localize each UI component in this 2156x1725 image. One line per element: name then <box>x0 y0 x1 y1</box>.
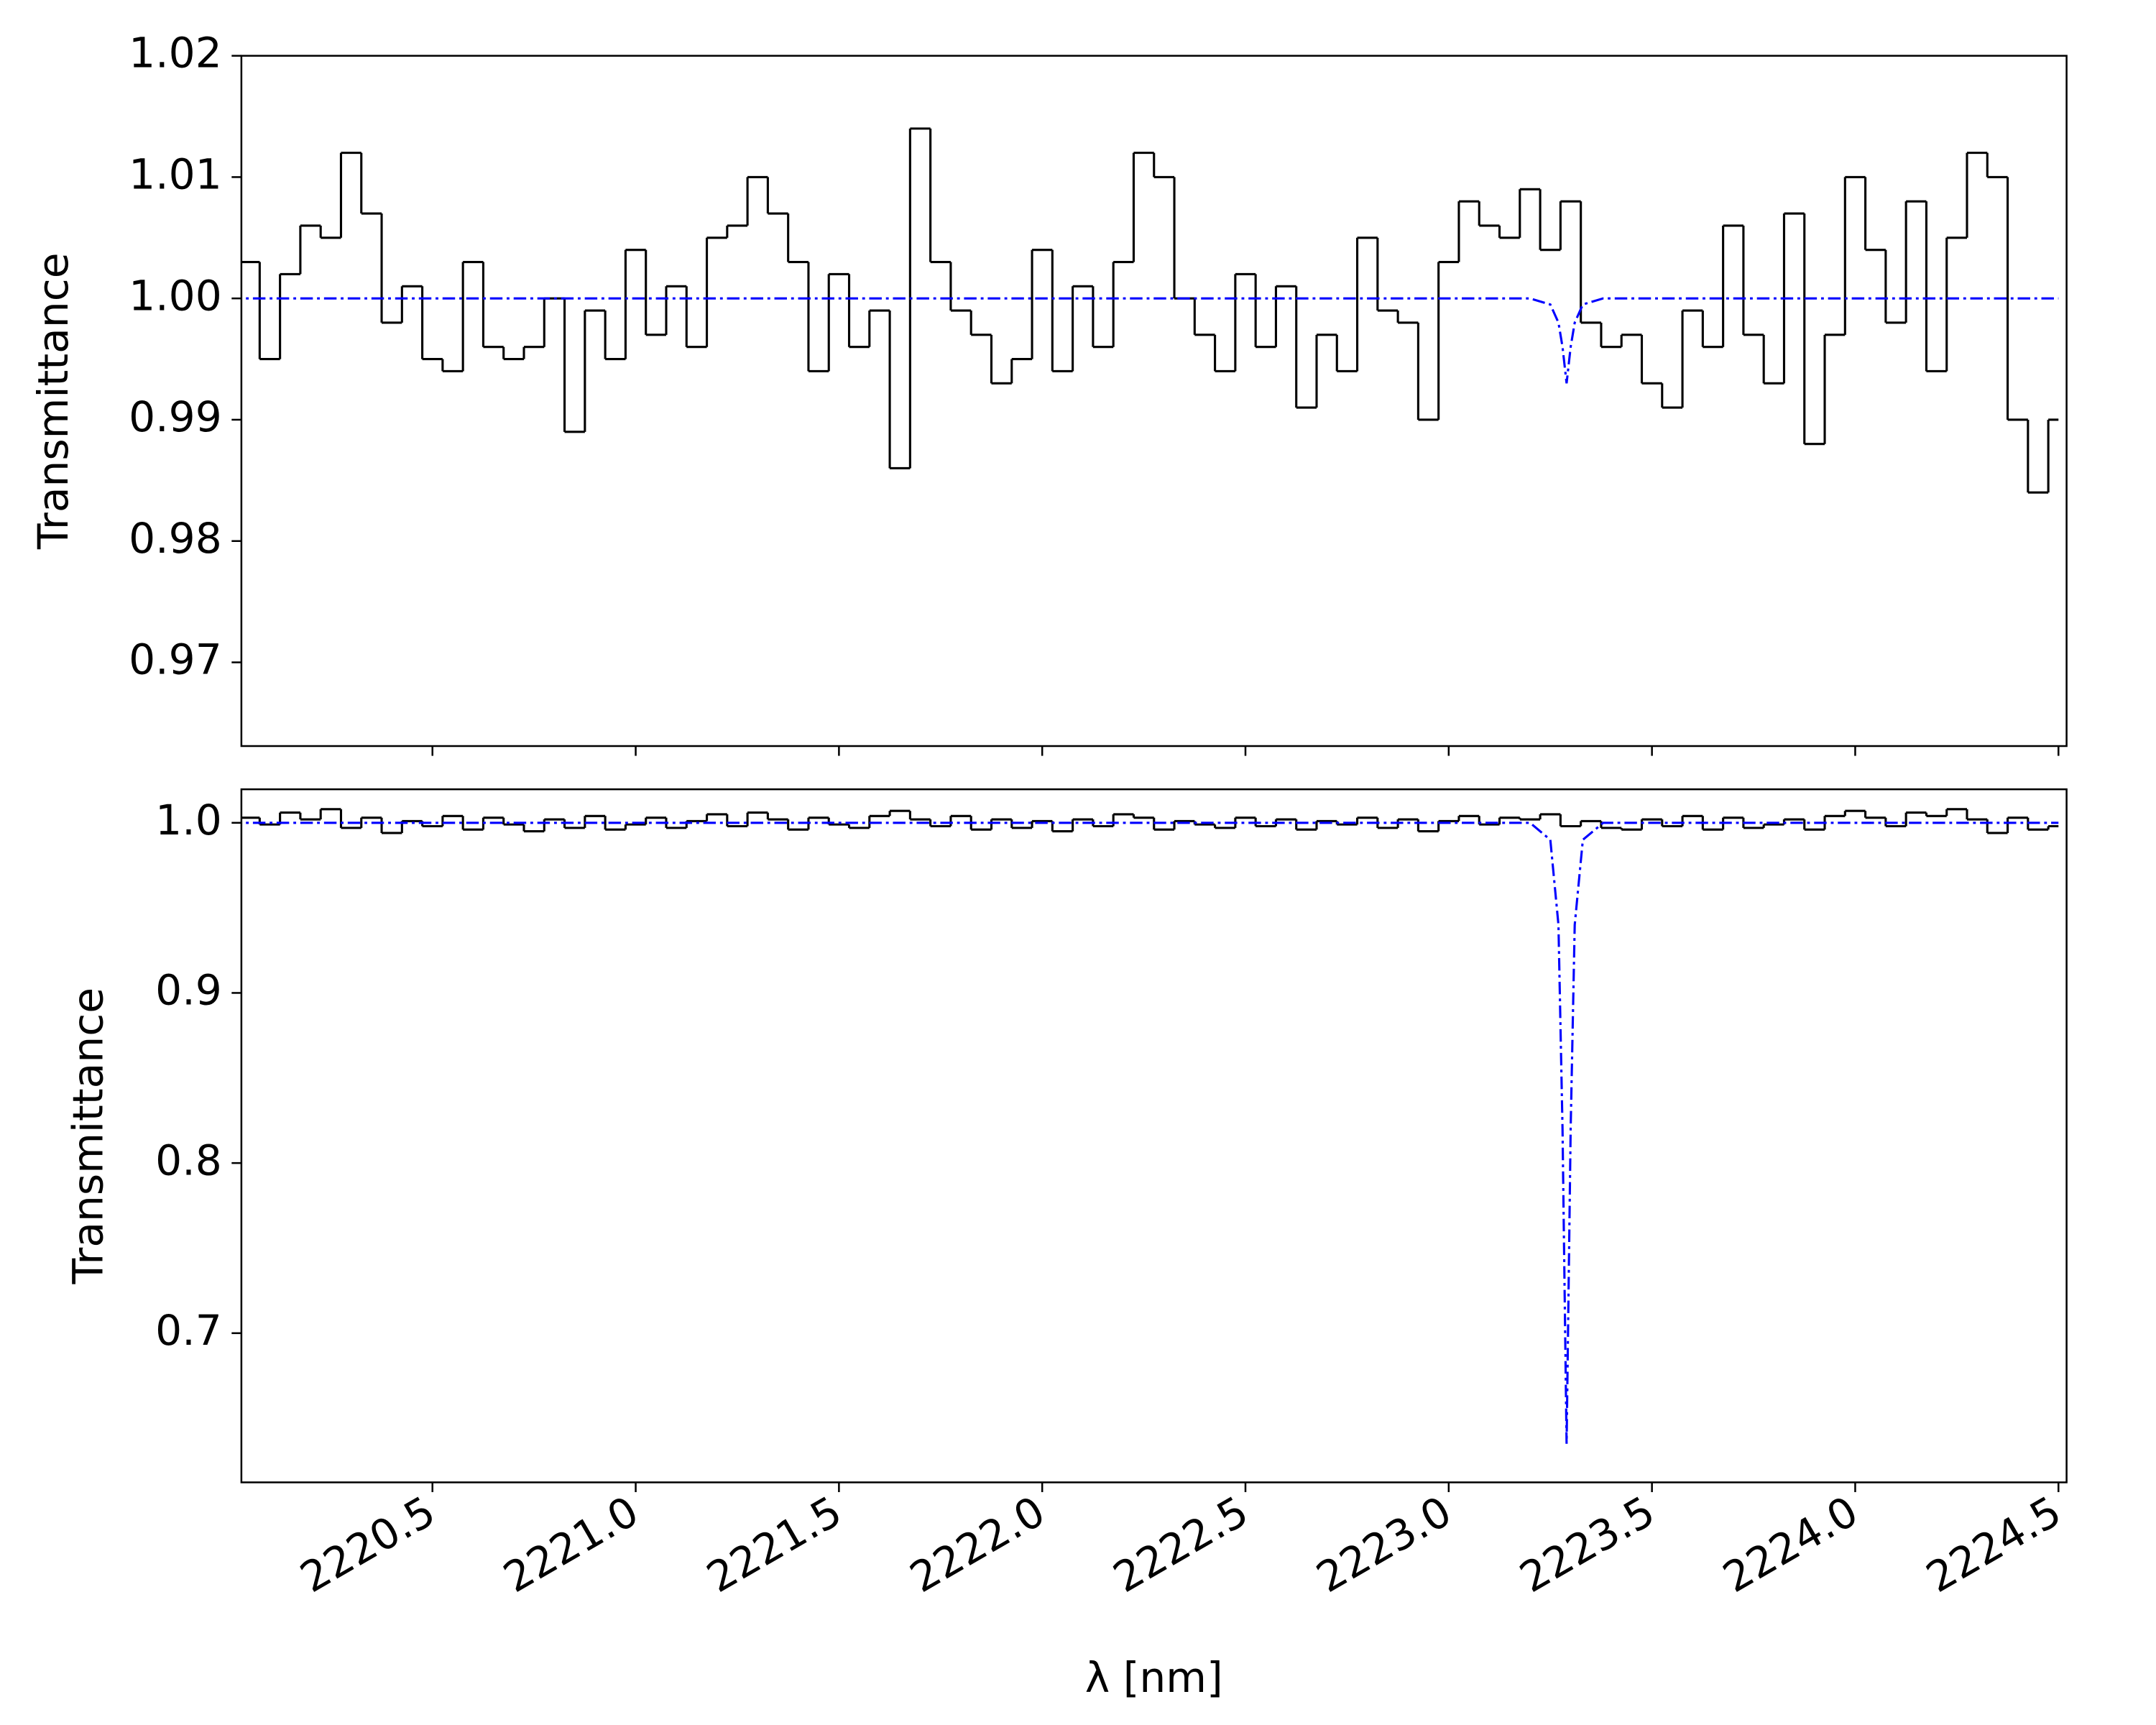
x-tick-label: 2221.0 <box>495 1486 646 1602</box>
y-axis-label: Transmittance <box>29 253 78 551</box>
plot-frame <box>240 788 2068 1484</box>
y-tick-label: 1.00 <box>129 271 222 320</box>
y-tick-label: 0.9 <box>155 966 222 1015</box>
x-tick-label: 2222.5 <box>1105 1486 1256 1602</box>
x-tick-label: 2221.5 <box>699 1486 849 1602</box>
y-tick-label: 0.99 <box>129 392 222 441</box>
x-tick-label: 2220.5 <box>292 1486 443 1602</box>
x-tick-label: 2224.0 <box>1715 1486 1866 1602</box>
x-tick-label: 2223.5 <box>1511 1486 1662 1602</box>
y-tick-label: 0.98 <box>129 514 222 563</box>
model-line <box>241 822 2059 1444</box>
x-tick-label: 2223.0 <box>1309 1486 1460 1602</box>
y-tick-label: 1.01 <box>129 150 222 199</box>
step-line <box>241 127 2059 494</box>
y-axis-label: Transmittance <box>63 988 112 1285</box>
y-tick-label: 1.0 <box>155 796 222 845</box>
x-axis-label: λ [nm] <box>1085 1653 1223 1702</box>
x-tick-label: 2224.5 <box>1918 1486 2069 1602</box>
step-line <box>241 808 2059 834</box>
x-tick-label: 2222.0 <box>902 1486 1053 1602</box>
y-tick-label: 0.97 <box>129 635 222 684</box>
y-tick-label: 0.7 <box>155 1306 222 1355</box>
plot-frame <box>240 55 2068 748</box>
y-tick-label: 0.8 <box>155 1136 222 1184</box>
model-line <box>241 297 2059 384</box>
y-tick-label: 1.02 <box>129 29 222 78</box>
